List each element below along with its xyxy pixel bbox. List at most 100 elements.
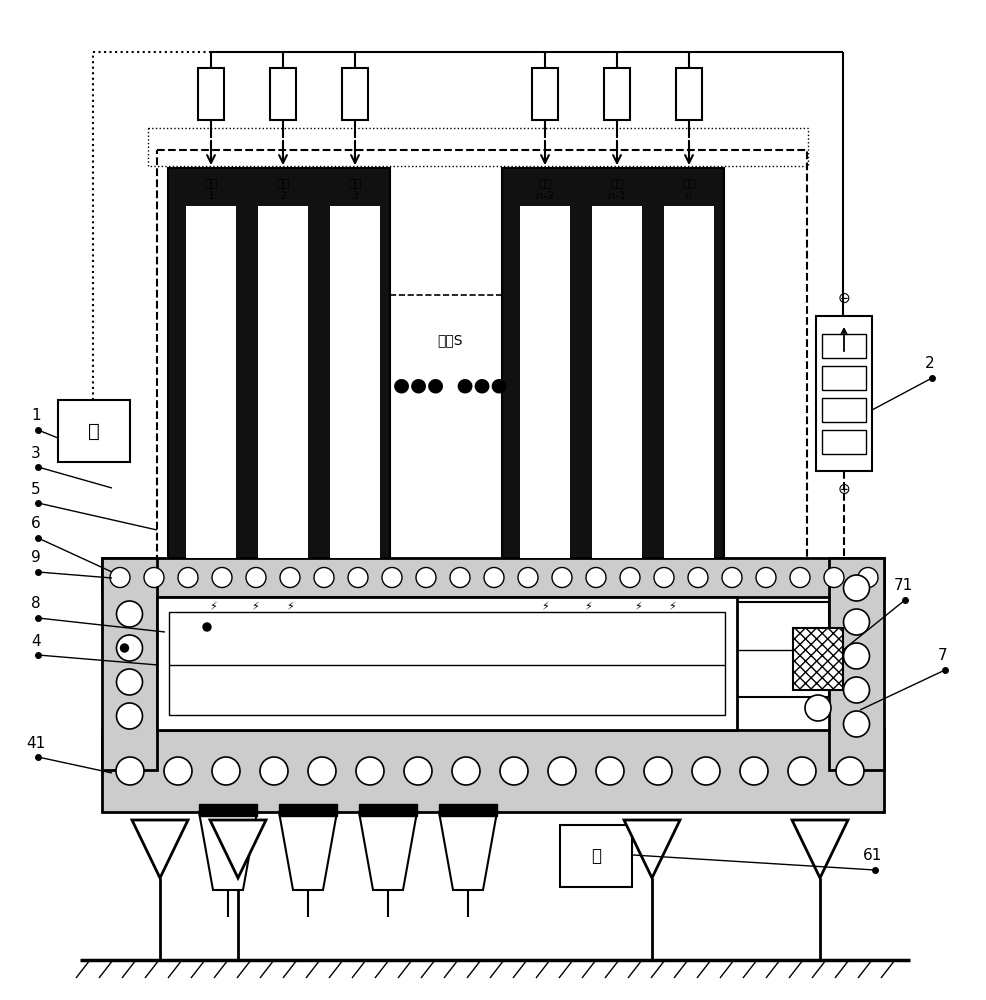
Text: 5: 5 [32,482,40,496]
Circle shape [452,757,480,785]
Circle shape [722,568,742,587]
Text: ⚡: ⚡ [541,602,549,612]
Bar [102,730,884,812]
Text: 9: 9 [32,550,40,566]
Bar [664,206,714,558]
Text: 71: 71 [893,578,913,593]
Bar [58,400,130,462]
Circle shape [843,711,870,737]
Polygon shape [439,812,497,890]
Polygon shape [624,820,680,878]
Bar [520,206,570,558]
Circle shape [596,757,624,785]
Text: ⚡: ⚡ [286,602,294,612]
Bar [816,316,872,471]
Circle shape [120,644,128,652]
Circle shape [620,568,640,587]
Circle shape [314,568,334,587]
Text: ●●●  ●●●: ●●● ●●● [392,375,507,394]
Bar [148,128,808,166]
Circle shape [116,757,144,785]
Circle shape [348,568,368,587]
Circle shape [843,643,870,669]
Circle shape [788,757,816,785]
Bar [439,804,497,816]
Bar [168,168,390,562]
Text: ⚡: ⚡ [669,602,675,612]
Circle shape [843,677,870,703]
Bar [560,825,632,887]
Text: 电极S: 电极S [437,333,462,347]
Circle shape [110,568,130,587]
Text: 3: 3 [32,446,40,460]
Circle shape [116,703,143,729]
Circle shape [805,695,831,721]
Bar [604,68,630,120]
Circle shape [836,757,864,785]
Polygon shape [199,812,257,890]
Text: 电极
n-1: 电极 n-1 [608,179,626,201]
Text: 电极
3: 电极 3 [348,179,362,201]
Text: ⚡: ⚡ [634,602,642,612]
Text: 电极
n-2: 电极 n-2 [535,179,554,201]
Circle shape [824,568,844,587]
Text: ⊖: ⊖ [838,290,850,306]
Circle shape [843,575,870,601]
Circle shape [858,568,878,587]
Text: 6: 6 [32,516,40,532]
Text: 7: 7 [939,648,948,664]
Circle shape [586,568,606,587]
Circle shape [116,669,143,695]
Circle shape [356,757,384,785]
Circle shape [644,757,672,785]
Circle shape [790,568,810,587]
Bar [822,334,866,358]
Polygon shape [792,820,848,878]
Polygon shape [210,820,266,878]
Bar [822,398,866,422]
Circle shape [116,601,143,627]
Bar [169,612,725,715]
Circle shape [246,568,266,587]
Text: 61: 61 [864,848,882,863]
Bar [829,558,884,770]
Bar [793,628,843,690]
Circle shape [654,568,674,587]
Bar [157,150,807,562]
Bar [822,430,866,454]
Text: 2: 2 [925,357,935,371]
Polygon shape [132,820,188,878]
Circle shape [164,757,192,785]
Circle shape [382,568,402,587]
Circle shape [178,568,198,587]
Circle shape [308,757,336,785]
Text: ⊕: ⊕ [838,482,850,496]
Circle shape [404,757,432,785]
Bar [258,206,308,558]
Bar [102,558,157,770]
Bar [532,68,558,120]
Circle shape [280,568,300,587]
Circle shape [450,568,470,587]
Bar [676,68,702,120]
Text: 1: 1 [32,408,40,424]
Bar [199,804,257,816]
Text: ⚡: ⚡ [209,602,217,612]
Polygon shape [359,812,417,890]
Circle shape [692,757,720,785]
Bar [737,602,829,697]
Polygon shape [279,812,337,890]
Bar [270,68,296,120]
Circle shape [212,757,240,785]
Text: 电极
n: 电极 n [682,179,696,201]
Circle shape [740,757,768,785]
Bar [279,804,337,816]
Text: 🔊: 🔊 [591,847,601,865]
Circle shape [548,757,576,785]
Text: ⛽: ⛽ [88,422,100,440]
Text: 电极
1: 电极 1 [204,179,218,201]
Text: ⚡: ⚡ [584,602,592,612]
Bar [157,597,737,730]
Bar [342,68,368,120]
Circle shape [416,568,436,587]
